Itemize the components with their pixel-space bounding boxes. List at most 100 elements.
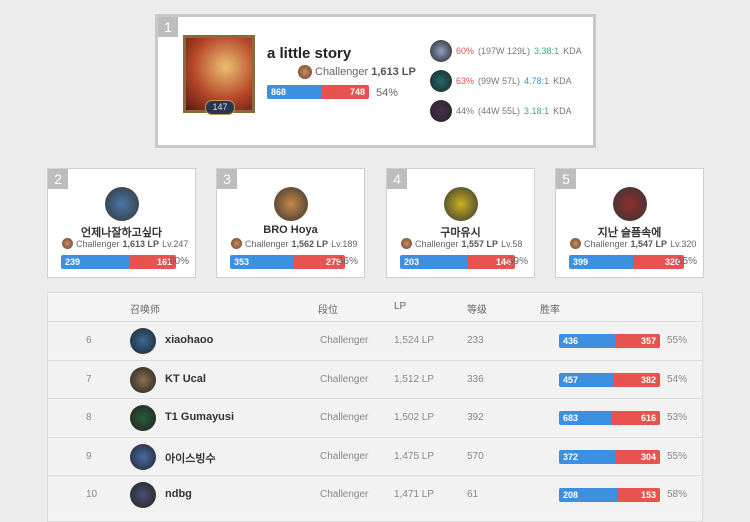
wins: 353 — [230, 255, 295, 269]
winrate: 53% — [667, 412, 688, 423]
wins: 239 — [61, 255, 130, 269]
tier-label: Challenger — [584, 238, 628, 249]
summoner-name[interactable]: KT Ucal — [165, 372, 206, 385]
summoner-name[interactable]: 지난 슬픔속에 — [597, 227, 662, 239]
summoner-name[interactable]: a little story — [267, 45, 352, 62]
winrate: 56% — [338, 256, 359, 267]
level: Lv.320 — [670, 238, 697, 249]
profile-icon — [130, 405, 156, 431]
profile-icon — [444, 187, 478, 221]
level: Lv.247 — [162, 238, 189, 249]
losses: 144 — [467, 255, 515, 269]
player-card[interactable]: 3 BRO Hoya Challenger 1,562 LP Lv.189 353 279 5… — [216, 168, 365, 278]
rank: 10 — [86, 489, 98, 500]
table-row[interactable]: 10 ndbg Challenger 1,471 LP 61 208 153 58% — [48, 475, 702, 513]
kda-label: KDA — [553, 106, 572, 116]
tier-label: Challenger — [245, 238, 289, 249]
level: 392 — [467, 412, 484, 423]
champ-record: (197W 129L) — [478, 46, 531, 56]
tier: Challenger — [320, 489, 369, 500]
rank-badge: 4 — [387, 169, 407, 189]
rank-badge: 3 — [217, 169, 237, 189]
winrate: 55% — [677, 256, 698, 267]
winloss-bar: 683 616 — [559, 411, 660, 425]
summoner-name[interactable]: ndbg — [165, 488, 192, 500]
rank-badge: 1 — [158, 17, 178, 37]
level: Lv.58 — [501, 238, 523, 249]
header-summoner: 召唤师 — [130, 305, 160, 316]
tier-label: Challenger — [315, 66, 369, 78]
summoner-name[interactable]: xiaohaoo — [165, 334, 214, 346]
winrate: 55% — [667, 335, 688, 346]
champion-icon — [430, 70, 452, 92]
champ-winrate: 44% — [456, 106, 475, 116]
challenger-emblem-icon — [231, 238, 242, 249]
tier: Challenger — [320, 412, 369, 423]
rank-badge: 5 — [556, 169, 576, 189]
profile-icon — [613, 187, 647, 221]
table-row[interactable]: 8 T1 Gumayusi Challenger 1,502 LP 392 683 616 5… — [48, 398, 702, 436]
level: Lv.189 — [331, 238, 358, 249]
summoner-name[interactable]: BRO Hoya — [263, 224, 318, 236]
profile-icon — [130, 366, 156, 393]
winloss-bar: 457 382 — [559, 372, 660, 387]
table-row[interactable]: 6 xiaohaoo Challenger 1,524 LP 233 436 357 55% — [48, 321, 702, 359]
summoner-name[interactable]: T1 Gumayusi — [165, 411, 235, 423]
challenger-emblem-icon — [401, 238, 412, 249]
winloss-bar: 436 357 — [559, 334, 660, 348]
player-card[interactable]: 5 지난 슬픔속에 Challenger 1,547 LP Lv.320 399 320 55… — [555, 168, 704, 278]
lp-value: 1,557 LP — [461, 238, 499, 249]
champion-stat: 63% (99W 57L) 4.78:1 KDA — [430, 70, 572, 92]
level: 61 — [467, 489, 479, 500]
winrate: 54% — [667, 373, 688, 385]
lp: 1,471 LP — [394, 489, 435, 500]
rank: 6 — [86, 335, 92, 346]
champ-winrate: 60% — [456, 46, 475, 56]
summoner-name[interactable]: 구마유시 — [440, 227, 481, 239]
losses: 748 — [321, 85, 369, 99]
header-level: 等级 — [467, 305, 487, 316]
header-tier: 段位 — [318, 305, 338, 316]
wins: 208 — [559, 488, 618, 502]
winloss-bar: 203 144 — [400, 255, 515, 269]
header-winrate: 胜率 — [540, 305, 560, 316]
tier-label: Challenger — [415, 238, 459, 249]
level: 336 — [467, 373, 484, 385]
player-card[interactable]: 4 구마유시 Challenger 1,557 LP Lv.58 203 144 59% — [386, 168, 535, 278]
losses: 153 — [617, 488, 660, 502]
champ-kda: 4.78:1 — [524, 76, 550, 86]
tier-info: Challenger 1,557 LP Lv.58 — [401, 238, 522, 249]
profile-icon — [130, 443, 156, 470]
lp: 1,475 LP — [394, 450, 435, 462]
tier-label: Challenger — [76, 238, 120, 249]
challenger-emblem-icon — [570, 238, 581, 249]
profile-icon — [130, 482, 156, 508]
winloss-bar: 353 279 — [230, 255, 345, 269]
lp-value: 1,547 LP — [630, 238, 668, 249]
winloss-bar: 868 748 — [267, 85, 369, 99]
table-row[interactable]: 9 아이스빙수 Challenger 1,475 LP 570 372 304 55% — [48, 436, 702, 475]
player-card[interactable]: 2 언제나잘하고싶다 Challenger 1,613 LP Lv.247 239 161 6… — [47, 168, 196, 278]
winloss-bar: 208 153 — [559, 488, 660, 502]
kda-label: KDA — [563, 46, 582, 56]
lp: 1,502 LP — [394, 412, 435, 423]
winrate: 55% — [667, 450, 688, 462]
top-player-card[interactable]: 1 147 a little story Challenger 1,613 LP… — [155, 14, 596, 148]
winloss-bar: 399 320 — [569, 255, 684, 269]
wins: 203 — [400, 255, 468, 269]
summoner-name[interactable]: 아이스빙수 — [165, 452, 216, 465]
winloss-bar: 372 304 — [559, 449, 660, 464]
losses: 616 — [612, 411, 660, 425]
tier-info: Challenger 1,613 LP Lv.247 — [62, 238, 188, 249]
profile-icon — [274, 187, 308, 221]
table-row[interactable]: 7 KT Ucal Challenger 1,512 LP 336 457 382 54% — [48, 359, 702, 398]
summoner-name[interactable]: 언제나잘하고싶다 — [81, 227, 162, 239]
header-lp: LP — [394, 301, 407, 312]
winrate: 58% — [667, 489, 688, 500]
wins: 868 — [267, 85, 322, 99]
tier-info: Challenger 1,562 LP Lv.189 — [231, 238, 357, 249]
wins: 457 — [559, 372, 614, 387]
wins: 683 — [559, 411, 613, 425]
kda-label: KDA — [553, 76, 572, 86]
losses: 382 — [614, 372, 660, 387]
